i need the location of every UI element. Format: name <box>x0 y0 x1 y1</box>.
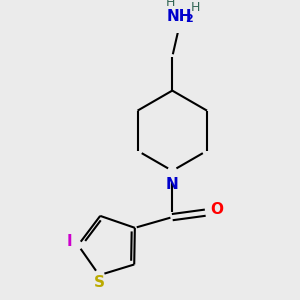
Text: H: H <box>191 1 200 14</box>
Text: S: S <box>94 275 105 290</box>
Text: O: O <box>210 202 223 217</box>
Text: H: H <box>166 0 175 9</box>
Text: NH: NH <box>167 9 192 24</box>
Text: 2: 2 <box>185 14 193 24</box>
Text: I: I <box>66 234 72 249</box>
Text: N: N <box>166 177 179 192</box>
